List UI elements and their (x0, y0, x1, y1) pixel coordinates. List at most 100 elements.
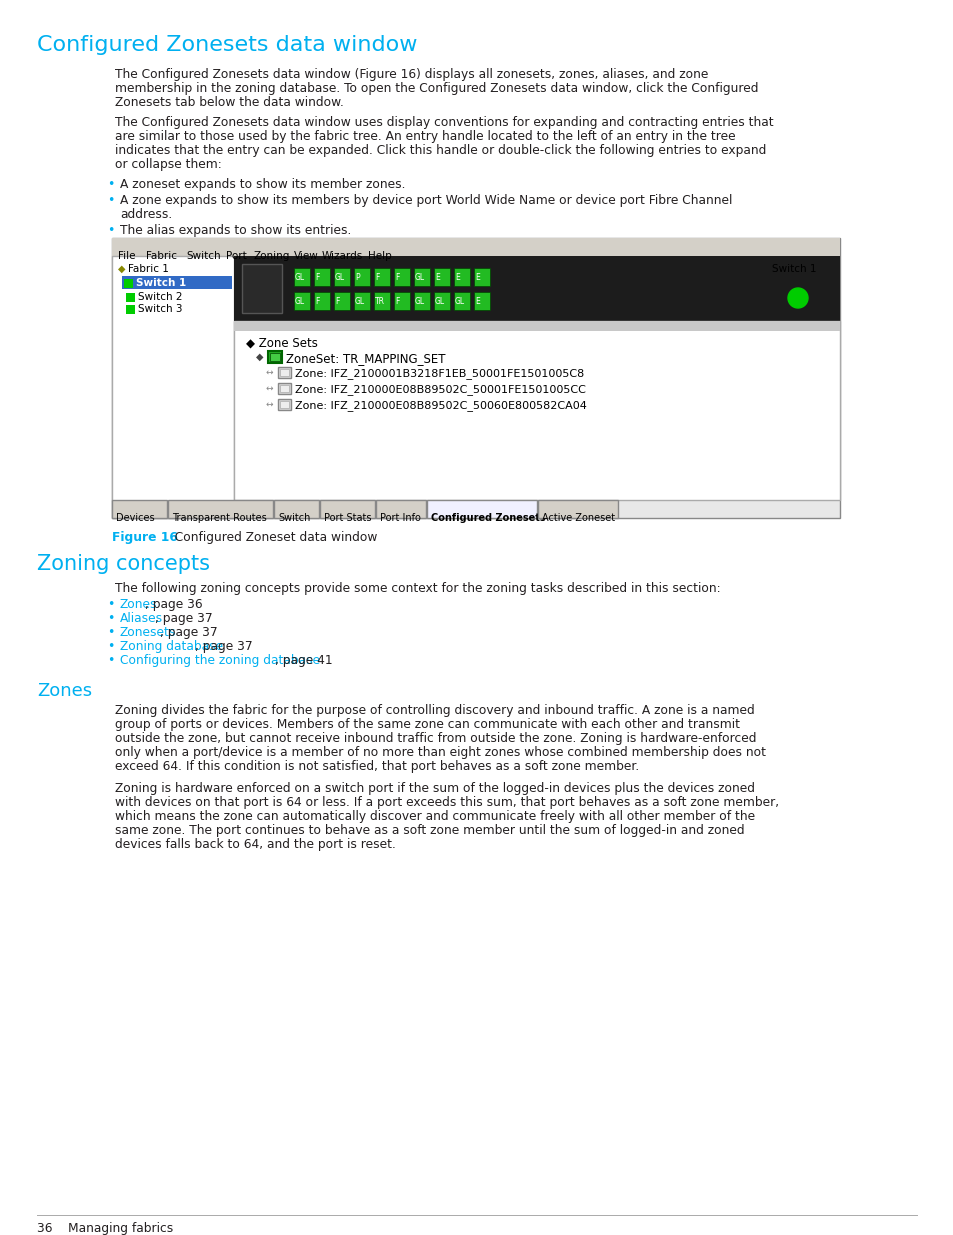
Bar (112, 500, 167, 517)
Text: F: F (395, 296, 399, 305)
Text: same zone. The port continues to behave as a soft zone member until the sum of l: same zone. The port continues to behave … (115, 824, 744, 837)
Bar (354, 291, 370, 310)
Bar (280, 369, 289, 375)
Text: , page 37: , page 37 (154, 613, 213, 625)
Text: Active Zoneset: Active Zoneset (541, 513, 615, 522)
Text: Switch: Switch (186, 251, 220, 261)
Text: Configured Zonesets: Configured Zonesets (431, 513, 545, 522)
Text: Zoning database: Zoning database (120, 640, 223, 653)
Text: ↔: ↔ (266, 400, 274, 409)
Bar (270, 353, 280, 361)
Text: The following zoning concepts provide some context for the zoning tasks describe: The following zoning concepts provide so… (115, 582, 720, 595)
Text: Zoning divides the fabric for the purpose of controlling discovery and inbound t: Zoning divides the fabric for the purpos… (115, 704, 754, 718)
Bar (374, 268, 390, 287)
Text: F: F (314, 273, 319, 282)
Text: Transparent Routes: Transparent Routes (172, 513, 267, 522)
Text: •: • (107, 626, 114, 638)
Text: •: • (107, 613, 114, 625)
Bar (233, 256, 840, 321)
Text: E: E (475, 296, 479, 305)
Text: Wizards: Wizards (322, 251, 363, 261)
Text: Figure 16: Figure 16 (112, 531, 177, 543)
Bar (242, 264, 282, 312)
Text: E: E (475, 273, 479, 282)
Bar (280, 401, 289, 408)
Text: The alias expands to show its entries.: The alias expands to show its entries. (120, 224, 351, 237)
Bar (334, 268, 350, 287)
Bar (454, 268, 470, 287)
Text: Zonesets: Zonesets (120, 626, 176, 638)
Text: GL: GL (355, 296, 365, 305)
Text: A zone expands to show its members by device port World Wide Name or device port: A zone expands to show its members by de… (120, 194, 732, 207)
Text: only when a port/device is a member of no more than eight zones whose combined m: only when a port/device is a member of n… (115, 746, 765, 760)
Text: indicates that the entry can be expanded. Click this handle or double-click the : indicates that the entry can be expanded… (115, 144, 765, 157)
Text: Switch: Switch (277, 513, 310, 522)
Bar (124, 279, 132, 288)
Bar (434, 291, 450, 310)
Bar (434, 268, 450, 287)
Text: F: F (395, 273, 399, 282)
Text: GL: GL (415, 273, 425, 282)
Text: ◆: ◆ (118, 264, 126, 274)
Text: ZoneSet: TR_MAPPING_SET: ZoneSet: TR_MAPPING_SET (286, 352, 445, 366)
Text: •: • (107, 194, 114, 207)
Bar (122, 275, 232, 289)
Text: ↔: ↔ (266, 368, 274, 377)
Text: 36    Managing fabrics: 36 Managing fabrics (37, 1221, 173, 1235)
Bar (277, 383, 291, 394)
Text: Zone: IFZ_210000E08B89502C_50060E800582CA04: Zone: IFZ_210000E08B89502C_50060E800582C… (294, 400, 586, 411)
Bar (537, 500, 618, 517)
Bar (112, 256, 233, 517)
Text: •: • (107, 640, 114, 653)
Text: E: E (435, 273, 439, 282)
Text: Zonesets tab below the data window.: Zonesets tab below the data window. (115, 96, 343, 109)
Text: GL: GL (294, 296, 305, 305)
Bar (112, 238, 840, 256)
Text: ◆: ◆ (255, 352, 263, 362)
Bar (319, 500, 375, 517)
Bar (294, 291, 310, 310)
Text: TR: TR (375, 296, 385, 305)
Bar (233, 321, 840, 331)
Text: Zone: IFZ_210000E08B89502C_50001FE1501005CC: Zone: IFZ_210000E08B89502C_50001FE150100… (294, 384, 585, 395)
Bar (274, 500, 318, 517)
Text: , page 37: , page 37 (160, 626, 217, 638)
Text: Switch 1: Switch 1 (136, 278, 186, 288)
Text: or collapse them:: or collapse them: (115, 158, 221, 170)
Bar (168, 500, 273, 517)
Text: GL: GL (415, 296, 425, 305)
Bar (354, 268, 370, 287)
Text: A zoneset expands to show its member zones.: A zoneset expands to show its member zon… (120, 178, 405, 191)
Text: ◆ Zone Sets: ◆ Zone Sets (246, 337, 317, 350)
Bar (394, 268, 410, 287)
Text: Devices: Devices (116, 513, 154, 522)
Text: E: E (455, 273, 459, 282)
Bar (454, 291, 470, 310)
Text: , page 37: , page 37 (194, 640, 253, 653)
Text: F: F (335, 296, 339, 305)
Text: ↔: ↔ (266, 384, 274, 393)
Bar (374, 291, 390, 310)
Text: Zones: Zones (37, 682, 92, 700)
Bar (474, 268, 490, 287)
Text: Port Stats: Port Stats (324, 513, 371, 522)
Text: , page 41: , page 41 (274, 655, 333, 667)
Text: Configured Zoneset data window: Configured Zoneset data window (167, 531, 377, 543)
Text: The Configured Zonesets data window (Figure 16) displays all zonesets, zones, al: The Configured Zonesets data window (Fig… (115, 68, 708, 82)
Text: are similar to those used by the fabric tree. An entry handle located to the lef: are similar to those used by the fabric … (115, 130, 735, 143)
Text: Zoning concepts: Zoning concepts (37, 555, 210, 574)
Text: Zoning is hardware enforced on a switch port if the sum of the logged-in devices: Zoning is hardware enforced on a switch … (115, 782, 754, 795)
Text: •: • (107, 655, 114, 667)
Text: GL: GL (335, 273, 345, 282)
Bar (233, 321, 840, 500)
Text: Fabric 1: Fabric 1 (128, 264, 169, 274)
Text: Configuring the zoning database: Configuring the zoning database (120, 655, 320, 667)
Text: with devices on that port is 64 or less. If a port exceeds this sum, that port b: with devices on that port is 64 or less.… (115, 797, 779, 809)
Text: Aliases: Aliases (120, 613, 163, 625)
Bar (375, 500, 426, 517)
Text: GL: GL (294, 273, 305, 282)
Text: F: F (375, 273, 379, 282)
Bar (334, 291, 350, 310)
Text: Zoning: Zoning (253, 251, 290, 261)
Text: Port: Port (226, 251, 246, 261)
